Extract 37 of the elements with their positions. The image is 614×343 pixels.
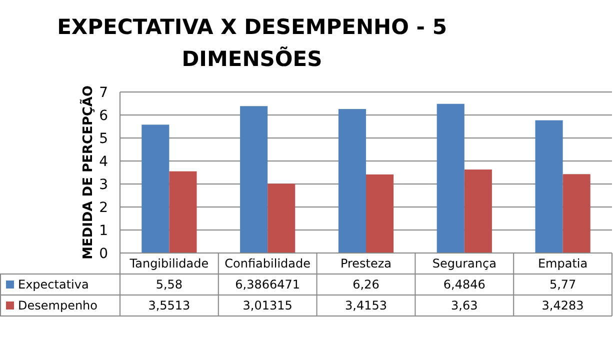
bar	[169, 171, 197, 253]
legend-label: Desempenho	[18, 298, 98, 313]
data-label: 6,3866471	[235, 278, 300, 292]
bar	[436, 104, 464, 253]
data-label: 3,4153	[345, 298, 387, 313]
data-label: 5,58	[156, 278, 183, 292]
y-tick-label: 2	[99, 200, 108, 216]
y-tick-label: 6	[99, 108, 108, 124]
x-tick-label: Tangibilidade	[128, 256, 209, 271]
y-tick-label: 5	[99, 130, 108, 147]
data-label: 6,26	[352, 278, 380, 292]
bar	[562, 174, 590, 253]
bar	[142, 124, 170, 253]
y-tick-label: 1	[99, 222, 108, 239]
data-label: 6,4846	[443, 278, 486, 292]
bar	[268, 184, 296, 253]
chart-title: EXPECTATIVA X DESEMPENHO - 5 DIMENSÕES	[57, 15, 447, 71]
y-axis-title: MEDIDA DE PERCEPÇÃO	[79, 85, 96, 260]
y-tick-label: 3	[99, 176, 108, 193]
y-tick-label: 0	[99, 246, 108, 262]
y-tick-label: 7	[99, 84, 108, 101]
data-label: 3,4283	[542, 298, 584, 313]
data-label: 3,01315	[242, 298, 292, 313]
data-label: 3,5513	[148, 298, 190, 313]
x-tick-label: Confiabilidade	[224, 256, 311, 271]
bar	[338, 109, 366, 253]
bar	[464, 170, 492, 253]
x-tick-label: Presteza	[340, 256, 392, 271]
x-tick-label: Segurança	[432, 256, 496, 271]
data-label: 5,77	[549, 278, 576, 292]
bar	[366, 174, 394, 253]
bar	[240, 106, 268, 253]
bar	[535, 120, 563, 253]
data-label: 3,63	[451, 298, 478, 313]
y-tick-label: 4	[99, 154, 108, 170]
x-tick-label: Empatia	[538, 256, 588, 271]
legend-label: Expectativa	[18, 278, 89, 292]
